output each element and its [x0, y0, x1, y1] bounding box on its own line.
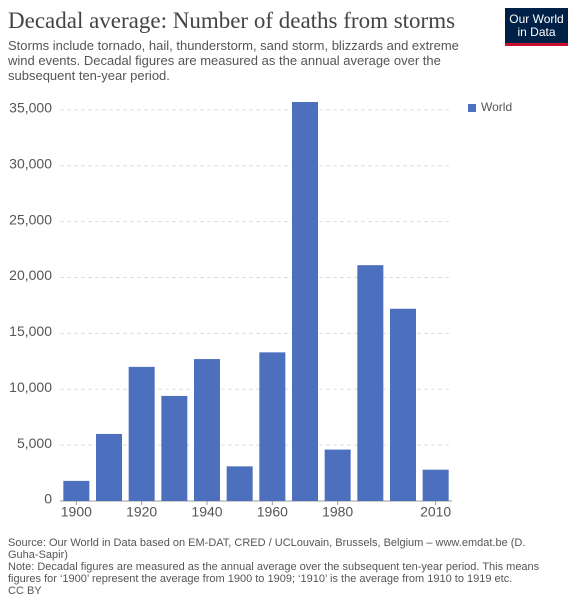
legend-label: World — [481, 100, 512, 114]
x-tick-label: 1980 — [322, 504, 353, 520]
bar — [259, 352, 286, 501]
y-tick-label: 10,000 — [9, 379, 52, 395]
bar — [63, 480, 90, 501]
bar — [128, 366, 155, 501]
x-tick-label: 2010 — [420, 504, 451, 520]
logo: Our World in Data — [505, 8, 568, 46]
y-tick-label: 25,000 — [9, 211, 52, 227]
note: Note: Decadal figures are measured as th… — [8, 561, 540, 585]
logo-line: in Data — [517, 25, 556, 39]
bar — [390, 308, 416, 501]
bar — [422, 469, 449, 501]
x-tick-label: 1900 — [61, 504, 92, 520]
chart-title: Decadal average: Number of deaths from s… — [8, 8, 456, 33]
bar — [324, 449, 351, 501]
bar — [292, 102, 318, 501]
bar — [194, 359, 220, 501]
x-tick-label: 1960 — [257, 504, 288, 520]
footer: Source: Our World in Data based on EM-DA… — [8, 537, 548, 597]
x-tick-label: 1940 — [191, 504, 222, 520]
license: CC BY — [8, 585, 42, 597]
legend-swatch — [468, 104, 476, 112]
y-tick-label: 20,000 — [9, 267, 52, 283]
y-tick-label: 35,000 — [9, 100, 52, 116]
bar — [161, 395, 188, 501]
logo-line: Our World — [509, 12, 564, 26]
x-tick-label: 1920 — [126, 504, 157, 520]
bar — [357, 265, 384, 501]
y-tick-label: 30,000 — [9, 155, 52, 171]
y-tick-label: 15,000 — [9, 323, 52, 339]
y-tick-label: 5,000 — [17, 435, 52, 451]
y-tick-label: 0 — [44, 491, 52, 507]
chart-subtitle: Storms include tornado, hail, thundersto… — [8, 38, 459, 83]
source: Source: Our World in Data based on EM-DA… — [8, 537, 526, 561]
chart: 0 5,000 10,000 15,000 20,000 25,000 30,000 35,0… — [9, 100, 512, 520]
bar — [226, 466, 253, 501]
bar — [96, 433, 122, 501]
